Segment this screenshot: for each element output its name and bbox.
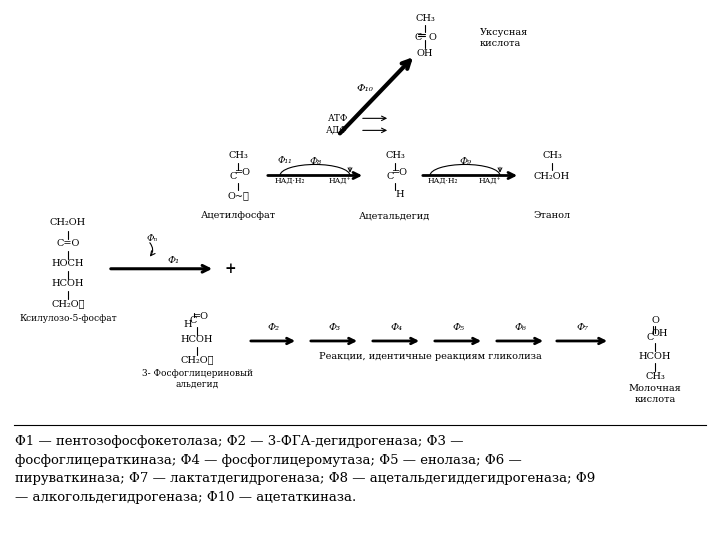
Text: Ацетальдегид: Ацетальдегид [359, 211, 431, 220]
Text: Ксилулозо-5-фосфат: Ксилулозо-5-фосфат [19, 314, 117, 323]
Text: Ацетилфосфат: Ацетилфосфат [200, 211, 276, 220]
Text: Ф₁: Ф₁ [167, 256, 179, 265]
Text: НАД⁺: НАД⁺ [479, 177, 501, 185]
Text: CH₂OH: CH₂OH [50, 218, 86, 227]
Text: HOCH: HOCH [52, 259, 84, 268]
Text: CH₂OH: CH₂OH [534, 172, 570, 181]
Text: Реакции, идентичные реакциям гликолиза: Реакции, идентичные реакциям гликолиза [319, 352, 541, 361]
Text: HCOH: HCOH [52, 279, 84, 288]
Text: Этанол: Этанол [534, 211, 570, 220]
Text: O: O [651, 316, 659, 326]
Text: Ф₄: Ф₄ [390, 323, 402, 333]
Text: H: H [184, 320, 192, 329]
Text: Уксусная
кислота: Уксусная кислота [480, 29, 528, 48]
Text: Ф₇: Ф₇ [576, 323, 588, 333]
Text: CH₃: CH₃ [415, 14, 435, 23]
Text: =O: =O [193, 313, 209, 321]
Text: C=O: C=O [56, 239, 80, 248]
Text: Ф₃: Ф₃ [328, 323, 340, 333]
Text: НАД·Н₂: НАД·Н₂ [275, 177, 305, 185]
Text: =O: =O [392, 168, 408, 177]
Text: O~Ⓟ: O~Ⓟ [227, 191, 249, 200]
Text: Ф₈: Ф₈ [309, 157, 321, 166]
Text: +: + [224, 262, 236, 276]
Text: CH₃: CH₃ [645, 372, 665, 381]
Text: Ф₁₀: Ф₁₀ [356, 84, 374, 93]
Text: Φ1 — пентозофосфокетолаза; Φ2 — 3-ФГА-дегидрогеназа; Φ3 —
фосфоглицераткиназа; Φ: Φ1 — пентозофосфокетолаза; Φ2 — 3-ФГА-де… [15, 435, 595, 504]
Text: CH₃: CH₃ [542, 151, 562, 160]
Text: C: C [647, 334, 654, 342]
Text: OH: OH [652, 329, 668, 339]
Text: C: C [387, 172, 394, 181]
Text: CH₃: CH₃ [228, 151, 248, 160]
Text: НАД·Н₂: НАД·Н₂ [428, 177, 458, 185]
Text: CH₂OⓅ: CH₂OⓅ [51, 299, 85, 308]
Text: Ф₂: Ф₂ [267, 323, 279, 333]
Text: CH₂OⓅ: CH₂OⓅ [180, 355, 214, 364]
Text: НАД⁺: НАД⁺ [329, 177, 351, 185]
Text: 3- Фосфоглицериновый
альдегид: 3- Фосфоглицериновый альдегид [142, 369, 253, 389]
Text: O: O [428, 32, 436, 42]
Text: Ф₁₁: Ф₁₁ [278, 156, 292, 165]
Text: CH₃: CH₃ [385, 151, 405, 160]
Text: Ф₆: Ф₆ [514, 323, 526, 333]
Text: OH: OH [417, 49, 433, 58]
Text: HCOH: HCOH [639, 352, 671, 361]
Text: HCOH: HCOH [181, 335, 213, 345]
Text: Ф₉: Ф₉ [459, 157, 471, 166]
Text: Ф₅: Ф₅ [452, 323, 464, 333]
Text: АДФ: АДФ [326, 126, 348, 135]
Text: АТФ: АТФ [328, 114, 348, 123]
Text: H: H [396, 190, 405, 199]
Text: Молочная
кислота: Молочная кислота [629, 384, 681, 404]
Text: C: C [414, 32, 422, 42]
Text: C: C [189, 316, 197, 326]
Text: Фₙ: Фₙ [146, 234, 158, 243]
Text: =O: =O [235, 168, 251, 177]
Text: C: C [229, 172, 237, 181]
